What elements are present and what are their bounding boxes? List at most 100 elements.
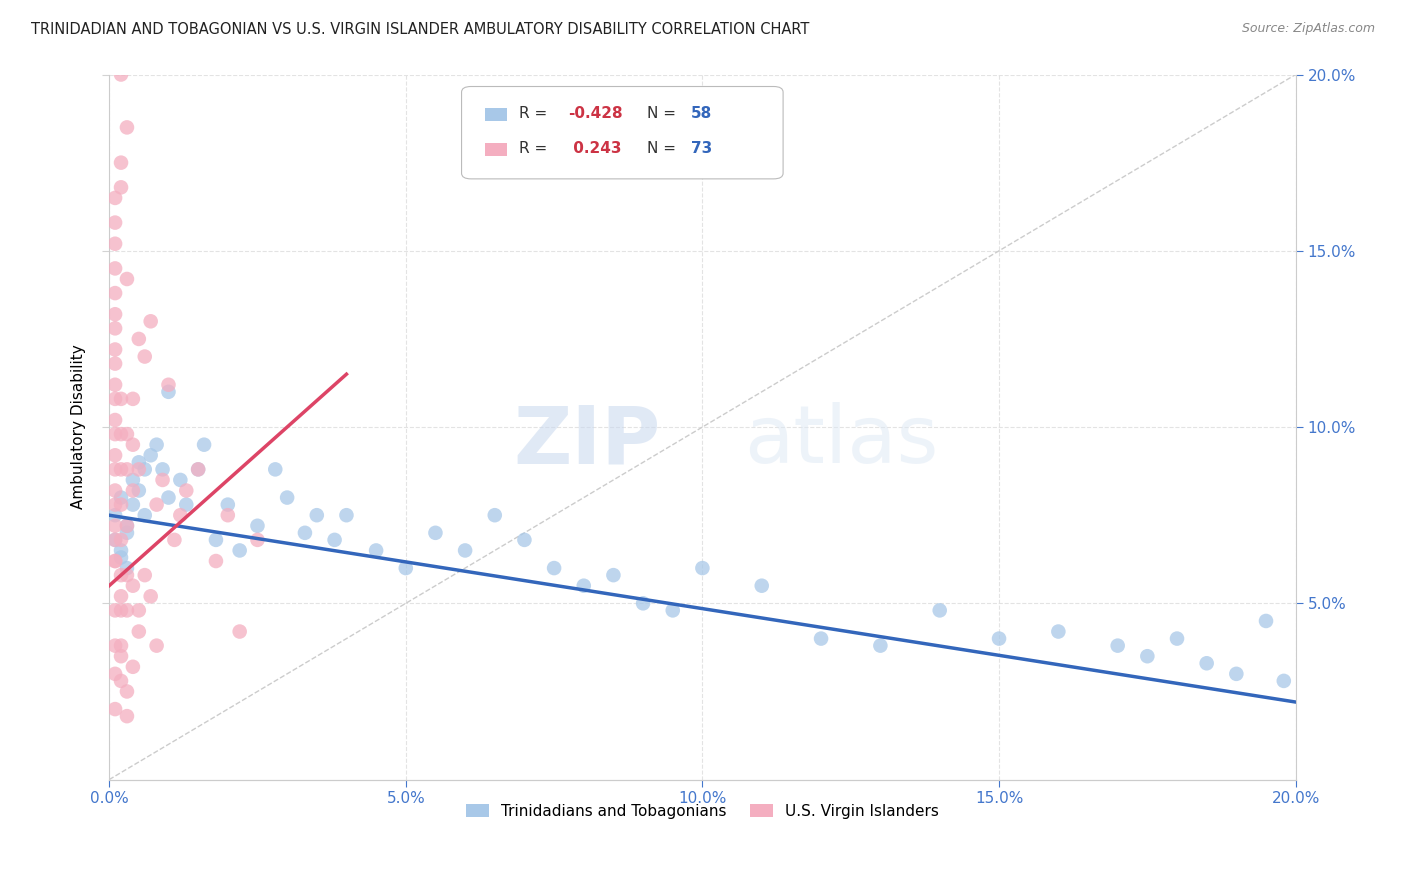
Point [928,603,950,617]
Point [110,462,132,476]
Point [115,525,138,540]
Point [104,321,127,335]
Point [1195,657,1218,671]
Point [128,455,150,469]
Text: TRINIDADIAN AND TOBAGONIAN VS U.S. VIRGIN ISLANDER AMBULATORY DISABILITY CORRELA: TRINIDADIAN AND TOBAGONIAN VS U.S. VIRGI… [31,22,810,37]
Text: 73: 73 [690,141,711,156]
FancyBboxPatch shape [461,87,783,179]
Point [104,554,127,568]
Point [104,307,127,321]
Point [174,483,197,498]
Point [139,589,162,603]
Point [110,491,132,505]
Point [193,438,215,452]
Point [454,543,477,558]
Point [104,216,127,230]
Text: 0.243: 0.243 [568,141,621,156]
Point [152,462,174,476]
Point [305,508,328,523]
Point [335,508,357,523]
Point [122,579,145,593]
Legend: Trinidadians and Tobagonians, U.S. Virgin Islanders: Trinidadians and Tobagonians, U.S. Virgi… [460,797,945,825]
Point [425,525,447,540]
Point [988,632,1011,646]
Point [110,155,132,169]
Point [122,392,145,406]
Point [104,518,127,533]
Point [145,438,167,452]
Point [110,498,132,512]
Point [128,332,150,346]
Point [134,462,156,476]
Point [110,673,132,688]
Point [157,384,180,399]
Point [163,533,186,547]
Point [104,554,127,568]
Point [692,561,714,575]
Point [104,533,127,547]
Point [228,543,250,558]
Point [104,343,127,357]
Point [104,357,127,371]
Point [104,286,127,301]
Point [104,236,127,251]
Point [104,508,127,523]
Point [602,568,624,582]
Point [115,518,138,533]
Point [128,483,150,498]
Point [139,314,162,328]
Point [1272,673,1295,688]
Point [187,462,209,476]
Point [104,483,127,498]
Point [110,543,132,558]
Point [104,702,127,716]
Point [104,462,127,476]
Point [869,639,891,653]
Point [110,392,132,406]
Point [110,589,132,603]
Point [104,392,127,406]
Point [115,709,138,723]
Point [134,350,156,364]
Text: R =: R = [519,141,551,156]
Point [115,120,138,135]
Point [104,427,127,442]
Point [395,561,418,575]
Point [187,462,209,476]
Text: atlas: atlas [744,402,938,480]
Point [810,632,832,646]
Point [104,666,127,681]
FancyBboxPatch shape [485,108,506,121]
Point [323,533,346,547]
Point [128,603,150,617]
Text: R =: R = [519,106,551,120]
Point [1254,614,1277,628]
Point [122,483,145,498]
Point [104,639,127,653]
Point [104,377,127,392]
Point [543,561,565,575]
Text: Source: ZipAtlas.com: Source: ZipAtlas.com [1241,22,1375,36]
Point [205,533,228,547]
Point [134,568,156,582]
Point [104,498,127,512]
FancyBboxPatch shape [485,144,506,156]
Point [128,624,150,639]
Point [104,261,127,276]
Point [110,427,132,442]
Point [157,491,180,505]
Point [104,191,127,205]
Point [631,596,654,610]
Point [110,68,132,82]
Point [1047,624,1070,639]
Point [572,579,595,593]
Point [751,579,773,593]
Point [205,554,228,568]
Point [157,377,180,392]
Point [115,603,138,617]
Point [110,533,132,547]
Point [276,491,298,505]
Text: -0.428: -0.428 [568,106,623,120]
Point [122,438,145,452]
Point [484,508,506,523]
